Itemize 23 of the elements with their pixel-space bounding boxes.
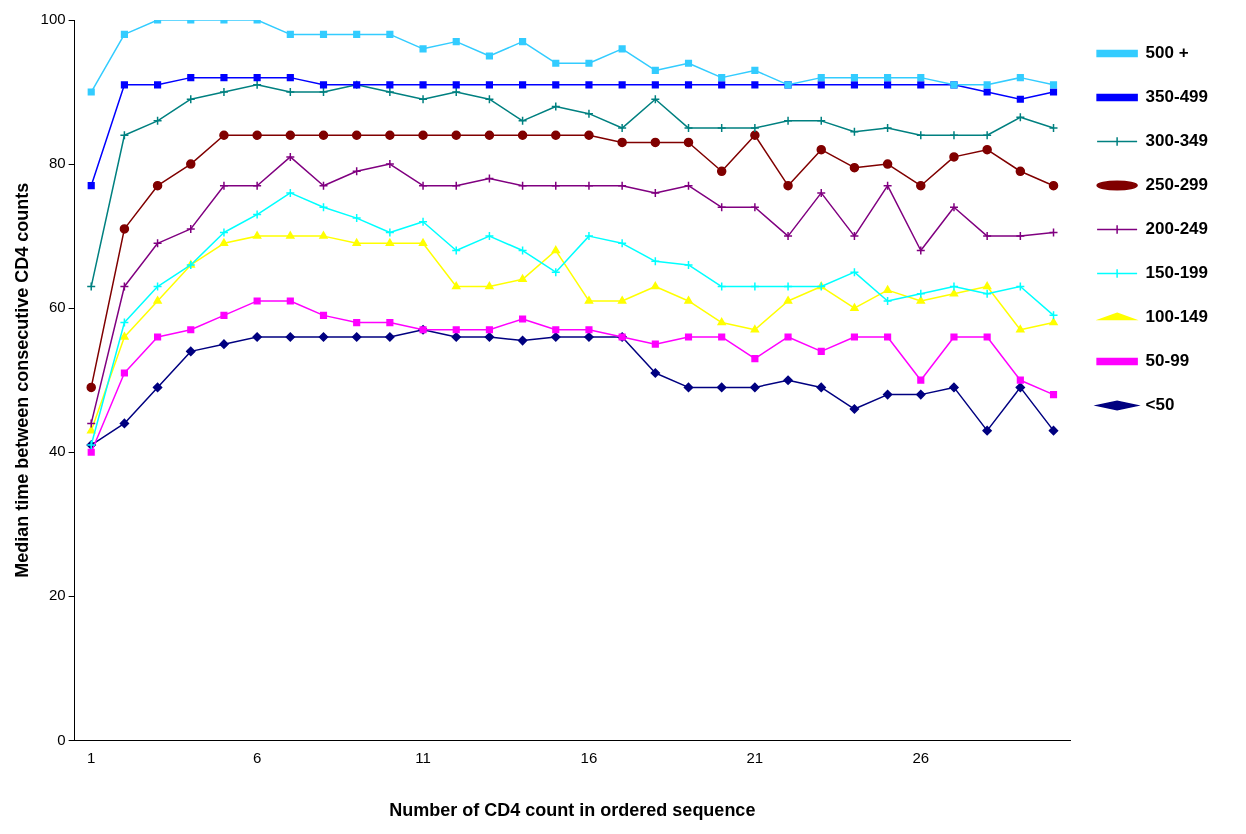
x-tick-label: 16: [580, 748, 598, 766]
legend-label: 350-499: [1145, 87, 1208, 107]
y-tick-label: 80: [48, 154, 66, 172]
legend-label: 150-199: [1145, 263, 1208, 283]
y-tick-label: 40: [48, 442, 66, 460]
legend-label: 300-349: [1145, 131, 1208, 151]
y-tick-label: 100: [40, 10, 66, 28]
legend-label: 100-149: [1145, 307, 1208, 327]
x-axis-title: Number of CD4 count in ordered sequence: [389, 800, 756, 821]
legend-label: 50-99: [1145, 351, 1190, 371]
x-tick-label: 1: [87, 748, 96, 766]
x-tick-label: 6: [252, 748, 262, 766]
x-tick-label: 26: [912, 748, 930, 766]
legend-label: 500 +: [1145, 43, 1189, 63]
legend-label: 200-249: [1145, 219, 1208, 239]
y-tick-label: 60: [48, 298, 66, 316]
y-axis-title: Median time between consecutive CD4 counts: [11, 182, 32, 578]
y-tick-label: 0: [57, 730, 66, 748]
legend-label: 250-299: [1145, 175, 1208, 195]
legend-label: <50: [1145, 395, 1175, 415]
x-tick-label: 11: [415, 748, 431, 766]
x-tick-label: 21: [746, 748, 764, 766]
y-tick-label: 20: [48, 586, 66, 604]
